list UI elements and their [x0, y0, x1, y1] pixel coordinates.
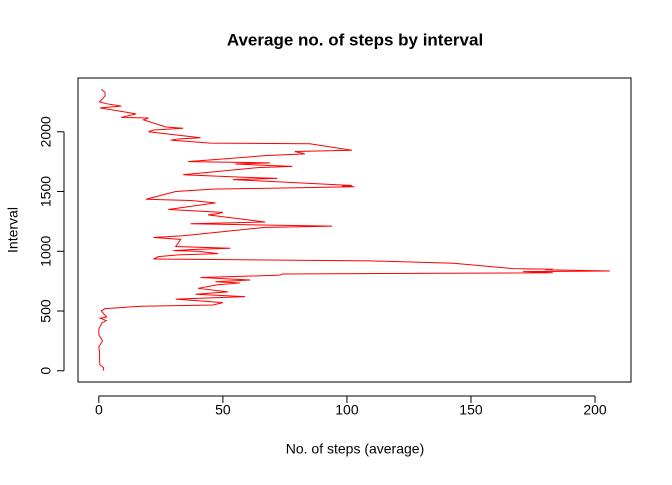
data-line	[98, 88, 610, 371]
plot-frame	[77, 77, 632, 383]
y-tick-label: 0	[38, 367, 54, 375]
y-tick-label: 500	[38, 299, 54, 323]
x-tick-label: 200	[583, 402, 607, 418]
x-tick-label: 0	[95, 402, 103, 418]
y-axis-label: Interval	[5, 207, 21, 253]
y-tick-label: 1000	[38, 235, 54, 266]
x-axis-label: No. of steps (average)	[286, 441, 425, 457]
x-tick-label: 100	[335, 402, 359, 418]
y-tick-label: 2000	[38, 116, 54, 147]
x-tick-label: 150	[459, 402, 483, 418]
x-tick-label: 50	[215, 402, 231, 418]
y-tick-label: 1500	[38, 176, 54, 207]
chart-title: Average no. of steps by interval	[227, 30, 483, 49]
